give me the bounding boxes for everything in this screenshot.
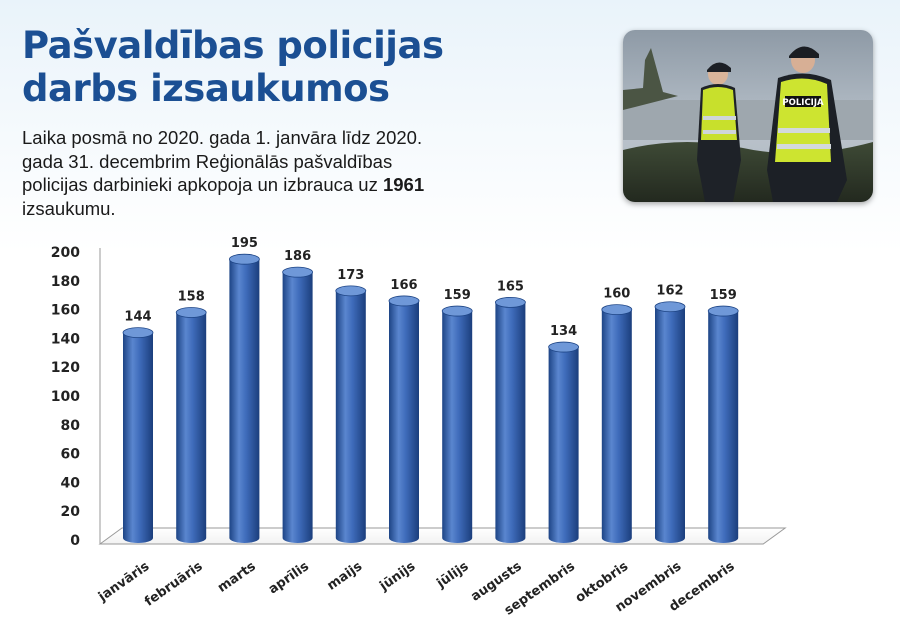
bar-cap <box>388 295 420 307</box>
data-label: 134 <box>550 324 577 339</box>
x-tick-label: marts <box>215 559 259 596</box>
y-tick-label: 0 <box>70 533 80 549</box>
page-title: Pašvaldības policijas darbs izsaukumos <box>22 24 444 110</box>
y-axis-ticks: 0 20 40 60 80 100 120 140 160 180 200 <box>51 245 80 549</box>
bar-cap <box>122 327 154 339</box>
bar: 173 <box>335 268 367 543</box>
y-tick-label: 160 <box>51 303 80 319</box>
bar-cap <box>707 305 739 317</box>
bar: 158 <box>175 289 207 543</box>
title-line-1: Pašvaldības policijas <box>22 24 444 67</box>
bar-body <box>229 259 260 543</box>
x-tick-label: jūlijs <box>434 559 472 592</box>
intro-highlight-number: 1961 <box>382 174 425 195</box>
photo-illustration: POLICIJA <box>623 30 873 202</box>
intro-paragraph: Laika posmā no 2020. gada 1. janvāra līd… <box>22 126 442 220</box>
bar-cap <box>282 266 314 278</box>
bar-cap <box>335 285 367 297</box>
bar-body <box>495 302 526 543</box>
bar-body <box>708 311 739 543</box>
bar: 144 <box>122 310 154 543</box>
police-officers-photo: POLICIJA <box>623 30 873 202</box>
bar-cap <box>228 253 260 265</box>
bar-body <box>123 332 153 543</box>
bar-cap <box>175 307 207 318</box>
bar-body <box>655 306 685 543</box>
data-label: 186 <box>284 249 311 264</box>
x-tick-label: jūnijs <box>376 559 418 595</box>
bar-body <box>442 311 473 543</box>
data-label: 158 <box>178 289 205 304</box>
y-tick-label: 140 <box>51 331 80 347</box>
bar-body <box>548 347 579 543</box>
data-label: 144 <box>124 310 151 325</box>
data-label: 160 <box>603 287 630 302</box>
chart-bars: 144 158 195 186 173 166 159 165 134 160 162 159 <box>122 236 739 543</box>
bar: 162 <box>654 284 686 543</box>
y-tick-label: 20 <box>61 504 81 520</box>
y-tick-label: 100 <box>51 389 80 405</box>
x-tick-label: februāris <box>142 559 206 610</box>
y-tick-label: 200 <box>51 245 80 261</box>
bar-cap <box>548 341 579 353</box>
bar-cap <box>494 297 526 308</box>
bar-cap <box>601 304 633 315</box>
y-tick-label: 120 <box>51 360 80 376</box>
bar: 134 <box>548 324 579 543</box>
bar-chart: 0 20 40 60 80 100 120 140 160 180 200 144 158 195 186… <box>51 236 787 619</box>
data-label: 195 <box>231 236 258 251</box>
intro-text-end: izsaukumu. <box>22 197 116 219</box>
bar-body <box>176 312 207 543</box>
data-label: 162 <box>656 284 683 299</box>
intro-text: Laika posmā no 2020. gada 1. janvāra līd… <box>22 127 423 195</box>
title-line-2: darbs izsaukumos <box>22 67 390 110</box>
data-label: 165 <box>497 279 524 294</box>
bar: 186 <box>282 249 314 543</box>
bar-body <box>601 309 632 543</box>
bar: 159 <box>441 288 473 543</box>
data-label: 159 <box>710 288 737 303</box>
data-label: 159 <box>444 288 471 303</box>
y-tick-label: 60 <box>61 447 81 463</box>
y-tick-label: 180 <box>51 274 80 290</box>
bar: 160 <box>601 287 633 543</box>
bar: 166 <box>388 278 420 543</box>
bar-body <box>335 290 366 543</box>
bar-body <box>282 272 313 543</box>
bar-cap <box>654 301 686 313</box>
bar-body <box>389 300 419 543</box>
bar-cap <box>441 305 473 317</box>
bar: 195 <box>228 236 260 543</box>
x-tick-label: aprīlis <box>266 559 312 598</box>
x-tick-label: maijs <box>325 559 366 594</box>
data-label: 166 <box>390 278 417 293</box>
data-label: 173 <box>337 268 364 283</box>
y-tick-label: 80 <box>61 418 81 434</box>
vest-label: POLICIJA <box>782 98 824 108</box>
bar: 159 <box>707 288 739 543</box>
bar: 165 <box>494 279 526 543</box>
y-tick-label: 40 <box>61 475 81 491</box>
